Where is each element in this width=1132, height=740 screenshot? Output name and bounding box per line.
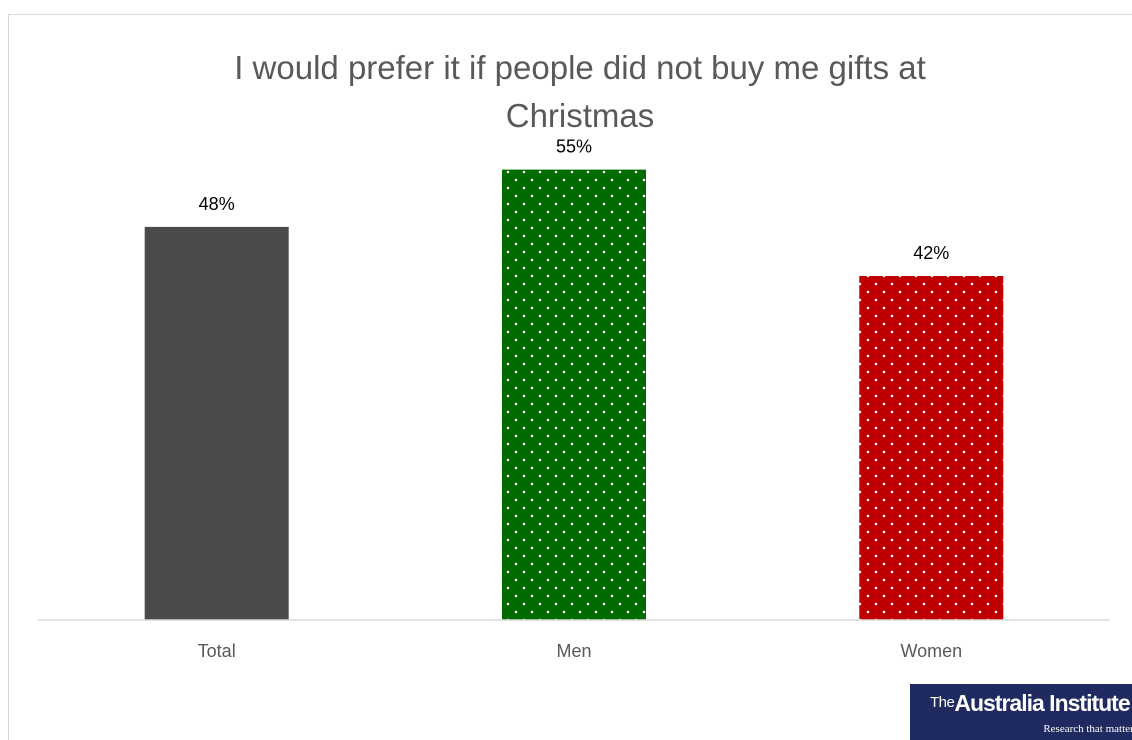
logo-tagline: Research that matters	[1043, 723, 1132, 735]
labels-layer: 48% Total 55% Men 42% Women	[198, 137, 962, 661]
chart-frame	[8, 14, 1132, 740]
chart-title-line-2: Christmas	[505, 97, 655, 134]
bars-layer	[144, 169, 1004, 620]
chart-title-line-1: I would prefer it if people did not buy …	[234, 49, 926, 86]
logo-prefix: The	[930, 694, 955, 711]
logo-wordmark: TheAustralia Institute	[930, 688, 1131, 722]
x-tick-label-women: Women	[900, 641, 962, 661]
australia-institute-logo: TheAustralia Institute Research that mat…	[910, 684, 1132, 740]
bar-total	[144, 226, 289, 620]
x-tick-label-men: Men	[556, 641, 591, 661]
data-label-men: 55%	[556, 137, 592, 157]
data-label-women: 42%	[913, 243, 949, 263]
chart-title: I would prefer it if people did not buy …	[0, 44, 1132, 140]
x-tick-label-total: Total	[198, 641, 236, 661]
bar-men	[502, 169, 646, 620]
logo-name: Australia Institute	[954, 690, 1130, 716]
data-label-total: 48%	[199, 194, 235, 214]
bar-women	[859, 276, 1004, 620]
